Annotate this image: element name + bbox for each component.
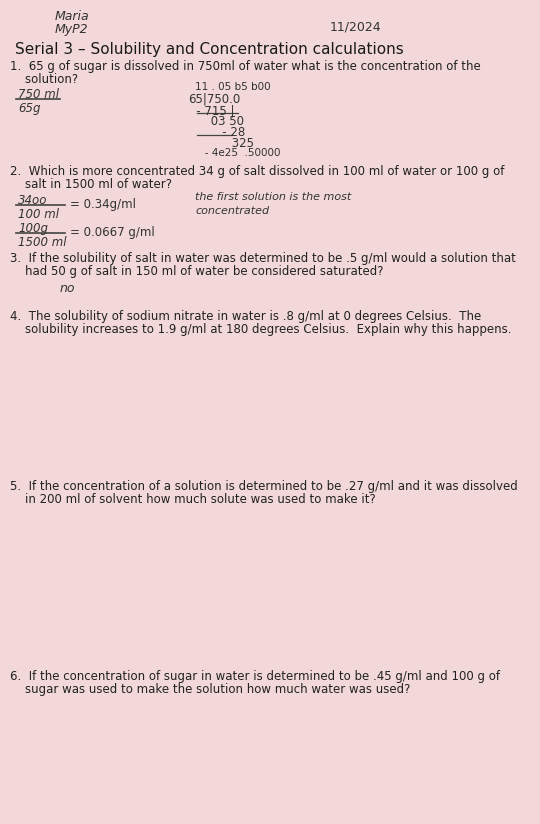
Text: 5.  If the concentration of a solution is determined to be .27 g/ml and it was d: 5. If the concentration of a solution is… <box>10 480 518 493</box>
Text: 3.  If the solubility of salt in water was determined to be .5 g/ml would a solu: 3. If the solubility of salt in water wa… <box>10 252 516 265</box>
Text: 6.  If the concentration of sugar in water is determined to be .45 g/ml and 100 : 6. If the concentration of sugar in wate… <box>10 670 500 683</box>
Text: 11 . 05 b5 b00: 11 . 05 b5 b00 <box>195 82 271 92</box>
Text: 750 ml: 750 ml <box>18 88 59 101</box>
Text: 100g: 100g <box>18 222 48 235</box>
Text: solution?: solution? <box>10 73 78 86</box>
Text: = 0.0667 g/ml: = 0.0667 g/ml <box>70 226 155 239</box>
Text: had 50 g of salt in 150 ml of water be considered saturated?: had 50 g of salt in 150 ml of water be c… <box>10 265 383 278</box>
Text: 34oo: 34oo <box>18 194 48 207</box>
Text: no: no <box>60 282 76 295</box>
Text: - 28: - 28 <box>196 126 245 139</box>
Text: - 715 |: - 715 | <box>185 104 234 117</box>
Text: Maria: Maria <box>55 10 90 23</box>
Text: 325: 325 <box>198 137 254 150</box>
Text: - 4e25  .50000: - 4e25 .50000 <box>182 148 280 158</box>
Text: 1500 ml: 1500 ml <box>18 236 66 249</box>
Text: 1.  65 g of sugar is dissolved in 750ml of water what is the concentration of th: 1. 65 g of sugar is dissolved in 750ml o… <box>10 60 481 73</box>
Text: = 0.34g/ml: = 0.34g/ml <box>70 198 136 211</box>
Text: 03 50: 03 50 <box>192 115 244 128</box>
Text: 65|750.0: 65|750.0 <box>188 92 240 105</box>
Text: sugar was used to make the solution how much water was used?: sugar was used to make the solution how … <box>10 683 410 696</box>
Text: salt in 1500 ml of water?: salt in 1500 ml of water? <box>10 178 172 191</box>
Text: 11/2024: 11/2024 <box>330 20 382 33</box>
Text: 2.  Which is more concentrated 34 g of salt dissolved in 100 ml of water or 100 : 2. Which is more concentrated 34 g of sa… <box>10 165 504 178</box>
Text: solubility increases to 1.9 g/ml at 180 degrees Celsius.  Explain why this happe: solubility increases to 1.9 g/ml at 180 … <box>10 323 511 336</box>
Text: in 200 ml of solvent how much solute was used to make it?: in 200 ml of solvent how much solute was… <box>10 493 376 506</box>
Text: MyP2: MyP2 <box>55 23 89 36</box>
Text: 100 ml: 100 ml <box>18 208 59 221</box>
Text: the first solution is the most: the first solution is the most <box>195 192 351 202</box>
Text: concentrated: concentrated <box>195 206 269 216</box>
Text: 65g: 65g <box>18 102 40 115</box>
Text: 4.  The solubility of sodium nitrate in water is .8 g/ml at 0 degrees Celsius.  : 4. The solubility of sodium nitrate in w… <box>10 310 481 323</box>
Text: Serial 3 – Solubility and Concentration calculations: Serial 3 – Solubility and Concentration … <box>15 42 404 57</box>
